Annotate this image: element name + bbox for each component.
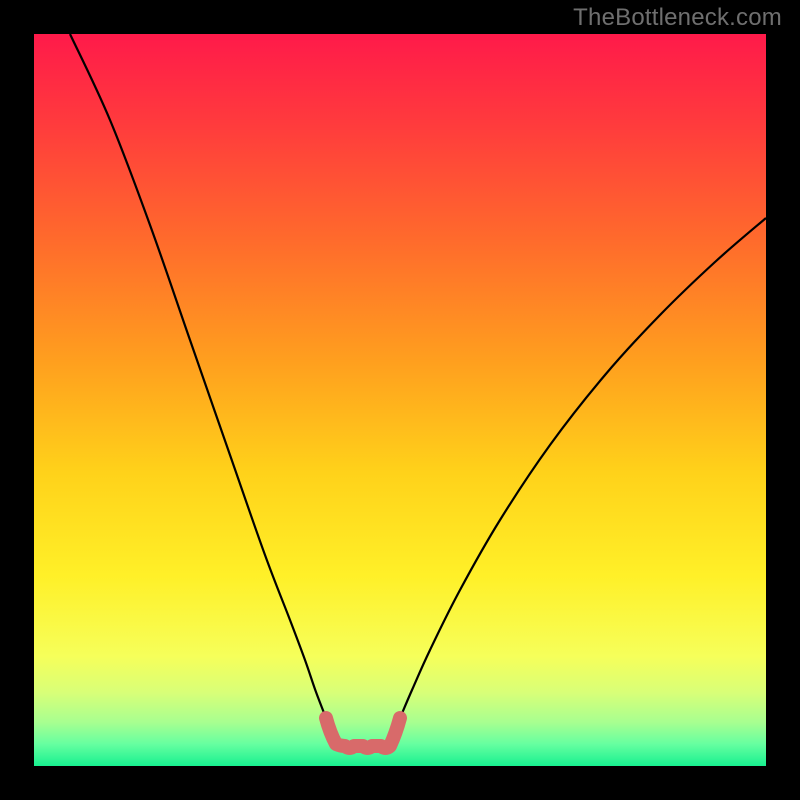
watermark-text: TheBottleneck.com: [573, 4, 782, 32]
curve-left-branch: [70, 34, 326, 718]
curve-right-branch: [400, 218, 766, 718]
bottleneck-curve-svg: [0, 0, 800, 800]
curve-bottom-highlight: [326, 718, 400, 748]
